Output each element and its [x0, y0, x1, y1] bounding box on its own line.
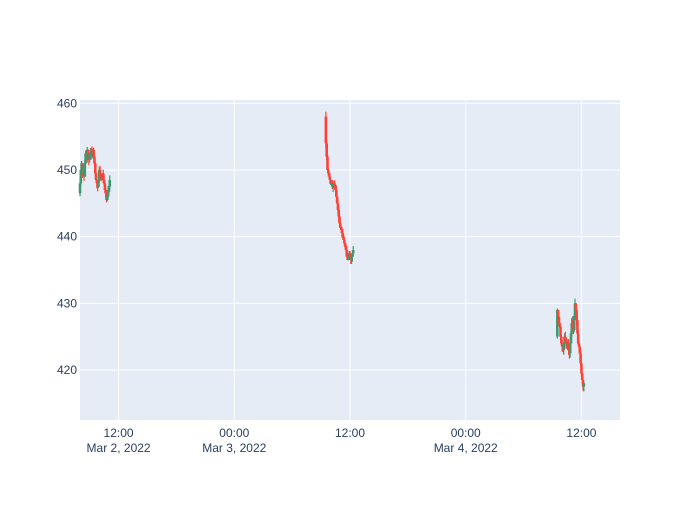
x-tick-time: 12:00 [566, 426, 596, 440]
candle-body-increasing [582, 383, 586, 387]
candle-body-increasing [107, 186, 111, 190]
candle-body-decreasing [104, 190, 108, 194]
y-axis-ticks: 420 430 440 450 460 [57, 96, 77, 377]
candle-body-increasing [569, 333, 573, 344]
candle-body-decreasing [86, 150, 90, 157]
candle-body-decreasing [576, 320, 579, 334]
candle-body-increasing [572, 316, 576, 330]
candle-body-decreasing [580, 363, 583, 374]
x-tick-date: Mar 4, 2022 [434, 441, 498, 455]
candle-body-increasing [556, 310, 559, 337]
candle-body-decreasing [343, 243, 347, 247]
candle-body-decreasing [564, 336, 567, 340]
candle-body-decreasing [93, 156, 96, 164]
x-tick-time: 12:00 [104, 426, 134, 440]
candle-body-decreasing [344, 246, 348, 250]
candle-body-decreasing [325, 143, 328, 157]
candle-layer [78, 111, 586, 392]
candle-body-decreasing [103, 183, 107, 190]
candle-body-decreasing [335, 196, 339, 204]
y-tick-label: 460 [57, 96, 77, 110]
candle-body-decreasing [102, 173, 105, 180]
candle-body-decreasing [343, 240, 346, 244]
y-tick-label: 430 [57, 296, 77, 310]
candle-body-decreasing [577, 343, 581, 347]
candle-body-decreasing [95, 180, 99, 184]
candle-body-increasing [350, 256, 353, 260]
candle-body-decreasing [575, 310, 578, 320]
candle-body-decreasing [337, 210, 341, 217]
candle-body-decreasing [576, 333, 580, 344]
candle-body-decreasing [339, 226, 343, 230]
candle-body-increasing [83, 163, 87, 177]
candle-body-decreasing [336, 203, 340, 210]
candle-body-decreasing [579, 353, 582, 364]
candle-body-decreasing [342, 236, 345, 240]
candle-body-decreasing [105, 193, 108, 200]
candle-body-decreasing [330, 180, 333, 184]
candle-body-increasing [562, 343, 566, 350]
y-tick-label: 440 [57, 230, 77, 244]
x-tick-date: Mar 2, 2022 [87, 441, 151, 455]
x-tick-date: Mar 3, 2022 [202, 441, 266, 455]
candle-body-decreasing [334, 186, 337, 190]
x-tick-time: 00:00 [219, 426, 249, 440]
candle-body-decreasing [581, 380, 585, 387]
candle-body-increasing [106, 190, 110, 197]
candle-body-decreasing [94, 173, 98, 180]
candle-body-increasing [97, 180, 100, 187]
candle-body-increasing [347, 256, 350, 260]
candle-body-decreasing [327, 170, 330, 174]
candle-body-decreasing [324, 116, 328, 144]
candle-body-increasing [100, 176, 103, 180]
candle-body-decreasing [102, 180, 106, 184]
candle-body-increasing [89, 150, 93, 157]
candle-body-decreasing [578, 346, 582, 354]
candle-body-decreasing [560, 343, 564, 347]
candle-body-decreasing [92, 150, 95, 157]
candle-body-decreasing [345, 250, 349, 257]
candle-body-increasing [331, 183, 335, 187]
y-tick-label: 450 [57, 163, 77, 177]
candle-body-decreasing [556, 310, 560, 317]
candle-body-decreasing [564, 340, 568, 344]
candle-body-decreasing [338, 216, 341, 224]
candle-body-increasing [351, 253, 354, 257]
candle-body-decreasing [340, 230, 344, 234]
candle-body-decreasing [333, 183, 337, 187]
x-tick-time: 12:00 [335, 426, 365, 440]
candle-body-decreasing [98, 170, 102, 177]
candle-body-increasing [108, 180, 112, 187]
candle-body-decreasing [327, 173, 331, 177]
candle-body-decreasing [567, 343, 570, 350]
candle-body-increasing [78, 183, 82, 194]
candle-body-decreasing [574, 303, 578, 310]
candle-body-increasing [351, 250, 355, 254]
candle-body-increasing [106, 196, 109, 200]
candle-body-decreasing [560, 336, 563, 344]
candle-body-decreasing [341, 233, 345, 237]
candle-body-decreasing [559, 326, 562, 337]
y-tick-label: 420 [57, 363, 77, 377]
candle-body-decreasing [335, 190, 338, 197]
candle-body-decreasing [558, 323, 562, 327]
candle-body-decreasing [339, 223, 342, 227]
candle-body-decreasing [93, 163, 97, 174]
candle-body-decreasing [326, 156, 329, 170]
candle-body-increasing [568, 343, 572, 354]
candle-body-decreasing [557, 316, 561, 324]
candle-body-decreasing [348, 253, 352, 257]
candle-body-increasing [79, 170, 83, 184]
x-tick-time: 00:00 [451, 426, 481, 440]
candle-body-decreasing [328, 176, 332, 180]
candle-body-increasing [570, 323, 574, 334]
candle-body-decreasing [580, 373, 584, 380]
